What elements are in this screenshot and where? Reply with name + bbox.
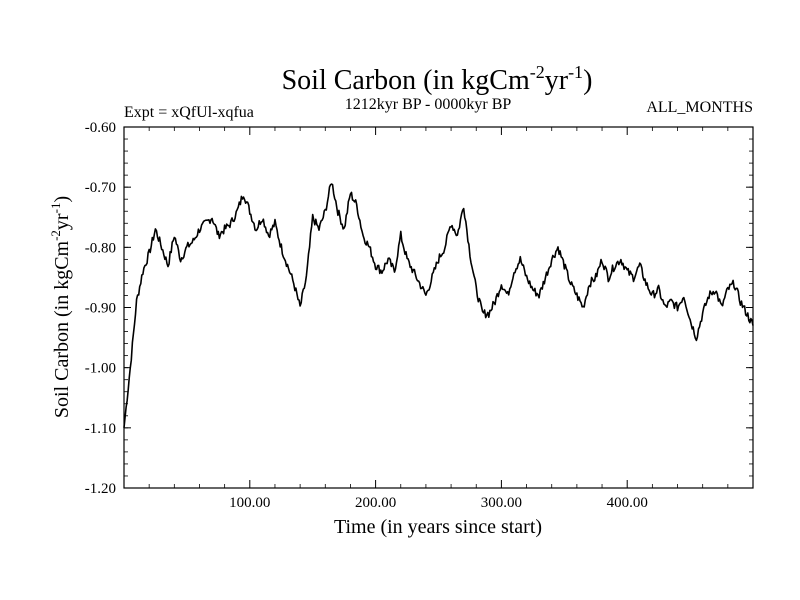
- plot-frame: [123, 126, 754, 489]
- y-tick-label: -0.60: [85, 120, 116, 136]
- period-label: 1212kyr BP - 0000kyr BP: [345, 96, 512, 113]
- months-label: ALL_MONTHS: [646, 99, 753, 116]
- x-tick-label: 300.00: [481, 495, 522, 511]
- x-tick-label: 200.00: [355, 495, 396, 511]
- y-tick-label: -1.00: [85, 361, 116, 377]
- y-tick-label: -0.70: [85, 180, 116, 196]
- y-tick-label: -0.80: [85, 240, 116, 256]
- y-tick-label: -1.20: [85, 481, 116, 497]
- experiment-label: Expt = xQfUl-xqfua: [124, 104, 254, 121]
- chart-title: Soil Carbon (in kgCm-2yr-1): [282, 62, 593, 96]
- x-axis-ticks: 100.00 200.00 300.00 400.00: [148, 127, 729, 511]
- x-tick-label: 100.00: [229, 495, 270, 511]
- x-tick-label: 400.00: [607, 495, 648, 511]
- y-tick-label: -0.90: [85, 301, 116, 317]
- x-axis-label: Time (in years since start): [334, 516, 542, 538]
- y-axis-label: Soil Carbon (in kgCm-2yr-1): [48, 196, 73, 418]
- soil-carbon-series-line: [123, 183, 754, 428]
- y-axis-ticks: -1.20 -1.10 -1.00 -0.90 -0.80 -0.70 -0.60: [85, 120, 753, 497]
- y-tick-label: -1.10: [85, 421, 116, 437]
